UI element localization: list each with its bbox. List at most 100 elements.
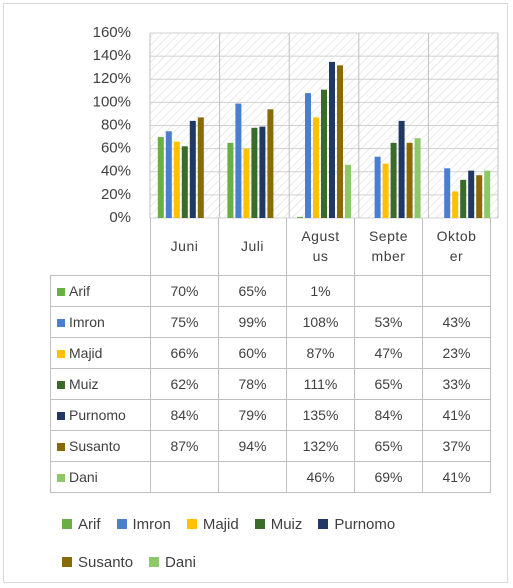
value-label: 46%	[306, 468, 335, 485]
value-label: 65%	[374, 437, 403, 454]
value-label: 75%	[170, 313, 199, 330]
legend-swatch	[62, 519, 72, 529]
value-label: 135%	[302, 406, 339, 423]
value-label: 108%	[302, 313, 339, 330]
bar	[321, 89, 327, 218]
x-tick-label: Juni	[170, 238, 199, 255]
bar	[452, 191, 459, 218]
series-name: Dani	[69, 468, 98, 485]
table-row-header: Arif	[50, 274, 151, 307]
bar	[337, 65, 343, 218]
value-label: 87%	[306, 344, 335, 361]
legend-label: Dani	[165, 553, 196, 571]
value-label: 33%	[442, 375, 471, 392]
bar	[189, 120, 196, 218]
bar	[476, 175, 483, 218]
bar	[345, 164, 351, 218]
bar	[406, 142, 413, 218]
series-name: Purnomo	[69, 406, 126, 423]
y-tick-label: 140%	[93, 47, 131, 64]
bar	[267, 109, 274, 218]
value-label: 53%	[374, 313, 403, 330]
table-cell: 79%	[218, 398, 287, 431]
table-header-row: Juni Juli Agustus September Oktober	[51, 218, 491, 276]
value-label: 65%	[374, 375, 403, 392]
bar	[235, 103, 242, 218]
table-cell: 69%	[354, 460, 423, 493]
table-row-header: Muiz	[50, 367, 151, 400]
legend-label: Muiz	[270, 515, 303, 533]
value-label: 70%	[170, 282, 199, 299]
x-tick-label: Agustus	[301, 228, 340, 265]
value-label: 69%	[374, 468, 403, 485]
table-cell: 23%	[422, 336, 491, 369]
table-row-header: Imron	[50, 305, 151, 338]
table-cell: 108%	[286, 305, 355, 338]
bar	[414, 138, 421, 218]
legend-item: Arif	[62, 505, 101, 543]
value-label: 99%	[238, 313, 267, 330]
legend-swatch	[57, 287, 65, 296]
bar	[460, 179, 467, 218]
legend-swatch	[116, 519, 127, 529]
value-label: 78%	[238, 375, 267, 392]
value-label: 94%	[238, 437, 267, 454]
table-cell: 87%	[150, 429, 219, 462]
table-row: Purnomo 84% 79% 135% 84% 41%	[50, 398, 491, 431]
table-header-cell: Oktober	[422, 218, 491, 276]
table-cell	[422, 274, 491, 307]
legend-label: Imron	[132, 515, 171, 533]
y-tick-label: 20%	[101, 186, 131, 203]
bar	[251, 127, 258, 218]
series-name: Majid	[69, 344, 103, 361]
value-label: 23%	[442, 344, 471, 361]
value-label: 79%	[238, 406, 267, 423]
table-cell: 1%	[286, 274, 355, 307]
table-cell: 37%	[422, 429, 491, 462]
legend-label: Purnomo	[334, 515, 396, 533]
table-cell: 75%	[150, 305, 219, 338]
value-label: 47%	[374, 344, 403, 361]
table-cell: 53%	[354, 305, 423, 338]
legend-swatch	[57, 473, 65, 482]
legend-label: Majid	[202, 515, 239, 533]
series-name: Susanto	[69, 437, 121, 454]
table-cell	[354, 274, 423, 307]
table-cell: 65%	[354, 429, 423, 462]
table-header-cell: Agustus	[286, 218, 355, 276]
legend-swatch	[57, 442, 65, 451]
legend-item: Imron	[116, 505, 171, 543]
table-cell: 99%	[218, 305, 287, 338]
series-name: Muiz	[69, 375, 99, 392]
value-label: 60%	[238, 344, 267, 361]
table-cell: 135%	[286, 398, 355, 431]
y-tick-label: 60%	[101, 140, 131, 157]
legend-swatch	[254, 519, 265, 529]
table-cell: 94%	[218, 429, 287, 462]
value-label: 37%	[442, 437, 471, 454]
legend: Arif Imron Majid Muiz Purnomo Susanto Dani	[62, 505, 462, 581]
table-cell: 41%	[422, 460, 491, 493]
y-tick-label: 80%	[101, 116, 131, 133]
table-row: Arif 70% 65% 1%	[50, 274, 491, 307]
x-tick-label: Oktober	[436, 228, 477, 265]
bar	[243, 148, 250, 218]
value-label: 84%	[170, 406, 199, 423]
value-label: 132%	[302, 437, 339, 454]
table-row: Imron 75% 99% 108% 53% 43%	[50, 305, 491, 338]
bar	[259, 126, 266, 218]
bar	[398, 120, 405, 218]
legend-item: Dani	[149, 543, 196, 581]
table-corner	[51, 218, 151, 275]
value-label: 65%	[238, 282, 267, 299]
table-row-header: Purnomo	[50, 398, 151, 431]
table-cell: 41%	[422, 398, 491, 431]
table-row: Dani 46% 69% 41%	[50, 460, 491, 493]
legend-label: Susanto	[78, 553, 134, 571]
series-name: Imron	[69, 313, 105, 330]
y-tick-label: 100%	[93, 93, 131, 110]
legend-item: Muiz	[254, 505, 303, 543]
chart-frame	[3, 3, 508, 583]
table-cell: 60%	[218, 336, 287, 369]
legend-swatch	[149, 557, 160, 567]
